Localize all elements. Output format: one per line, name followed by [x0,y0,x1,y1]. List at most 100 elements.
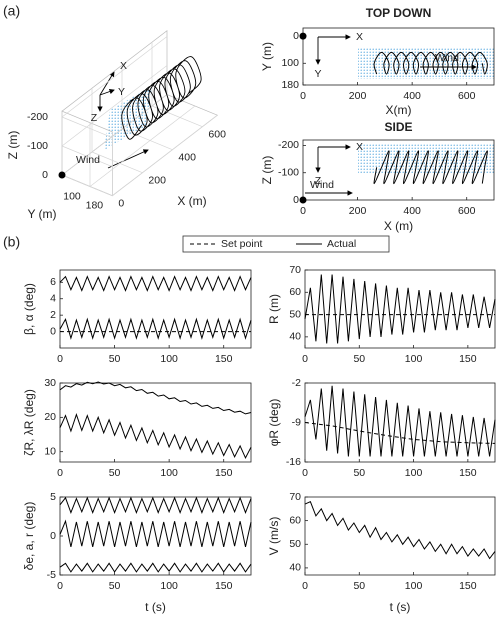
y-tick-label: -5 [47,569,56,581]
z-axis-label: Z (m) [6,131,20,160]
y-tick-label: 50 [289,308,301,320]
y-axis-label: Z (m) [260,156,274,185]
plot-frame [59,382,252,463]
y-tick-label: 40 [289,331,301,343]
x-tick-label: 400 [403,90,421,102]
plot-frame [302,27,495,86]
z-tick-label: -100 [27,140,48,152]
annotation: Y [314,68,321,80]
trajectory [121,56,202,140]
y-tick-label: 50 [289,538,301,550]
series-line [59,317,252,340]
origin-marker [58,171,66,179]
y-axis-label: V (m/s) [267,517,281,556]
y-tick-label: 2 [50,309,56,321]
annotation: X [356,31,363,43]
y-tick-label: 70 [289,264,301,276]
plot-frame [304,496,496,576]
annotation: X [120,60,127,72]
x-tick-label: 200 [349,205,367,217]
annotation: Wind [435,52,459,64]
plot-frame [59,269,252,349]
origin-marker [299,32,307,40]
x-tick-label: 50 [353,580,365,592]
y-tick-label: 180 [281,79,299,91]
x-tick-label: 100 [405,467,423,479]
series-line [59,519,252,548]
y-tick-label: -200 [278,139,299,151]
z-tick-label: -200 [27,111,48,123]
x-tick-label: 0 [302,467,308,479]
panel-label: (a) [3,3,20,19]
plot-frame [304,269,496,349]
x-tick-label: 400 [178,151,196,163]
annotation: X [356,141,363,153]
y-tick-label: 100 [281,57,299,69]
plot-frame [304,382,496,463]
series-line [304,385,496,457]
annotation: Z [315,175,322,187]
y-axis-label: δe, a, r (deg) [22,502,36,571]
x-tick-label: 0 [302,353,308,365]
x-axis-label: X(m) [386,103,412,117]
origin-marker [299,196,307,204]
y-tick-label: 40 [289,562,301,574]
grid-line [61,145,113,168]
x-axis-label: t (s) [145,600,166,614]
x-tick-label: 0 [300,90,306,102]
y-tick-label: -2 [292,377,301,389]
y-tick-label: 20 [44,411,56,423]
y-tick-label: 70 [289,491,301,503]
y-tick-label: 0 [50,530,56,542]
y-axis-label: R (m) [267,294,281,324]
x-axis-label: X (m) [384,219,413,233]
grid-line [61,65,168,147]
z-tick-label: 0 [42,169,48,181]
series-line [59,381,252,415]
grid-line [61,174,113,197]
x-tick-label: 600 [458,205,476,217]
series-line [59,496,252,515]
x-axis-label: t (s) [390,600,411,614]
x-tick-label: 0 [57,467,63,479]
series-line [304,422,496,444]
x-tick-label: 150 [459,467,477,479]
x-tick-label: 150 [215,467,233,479]
grid-line [89,105,196,187]
y-tick-label: 4 [50,293,56,305]
y-axis-label: Y (m) [27,207,56,221]
x-tick-label: 100 [160,353,178,365]
x-tick-label: 0 [118,197,124,209]
plot-frame [302,139,495,201]
annotation: Z [91,112,98,124]
legend-box [182,235,390,253]
y-tick-label: 0 [293,194,299,206]
y-tick-label: 30 [44,377,56,389]
chart-title: SIDE [384,120,412,134]
x-tick-label: 150 [215,580,233,592]
y-axis-label: β, α (deg) [22,283,36,335]
x-tick-label: 50 [109,353,121,365]
annotation: Wind [310,179,334,191]
series-line [304,501,496,560]
y-axis-label: ζR, λR (deg) [22,389,36,456]
y-tick-label: 5 [50,491,56,503]
annotation: Wind [76,154,100,166]
x-tick-label: 150 [215,353,233,365]
series-line [304,274,496,344]
x-tick-label: 50 [353,353,365,365]
series-line [59,413,252,460]
y-tick-label: -100 [278,167,299,179]
grid-line [61,36,168,118]
grid-line [91,151,143,174]
legend-label: Actual [327,238,356,250]
x-tick-label: 100 [160,580,178,592]
x-tick-label: 0 [300,205,306,217]
grid-line [151,105,203,128]
series-line [59,275,252,292]
annotation: Y [118,86,125,98]
x-tick-label: 150 [459,580,477,592]
series-line [373,150,488,185]
